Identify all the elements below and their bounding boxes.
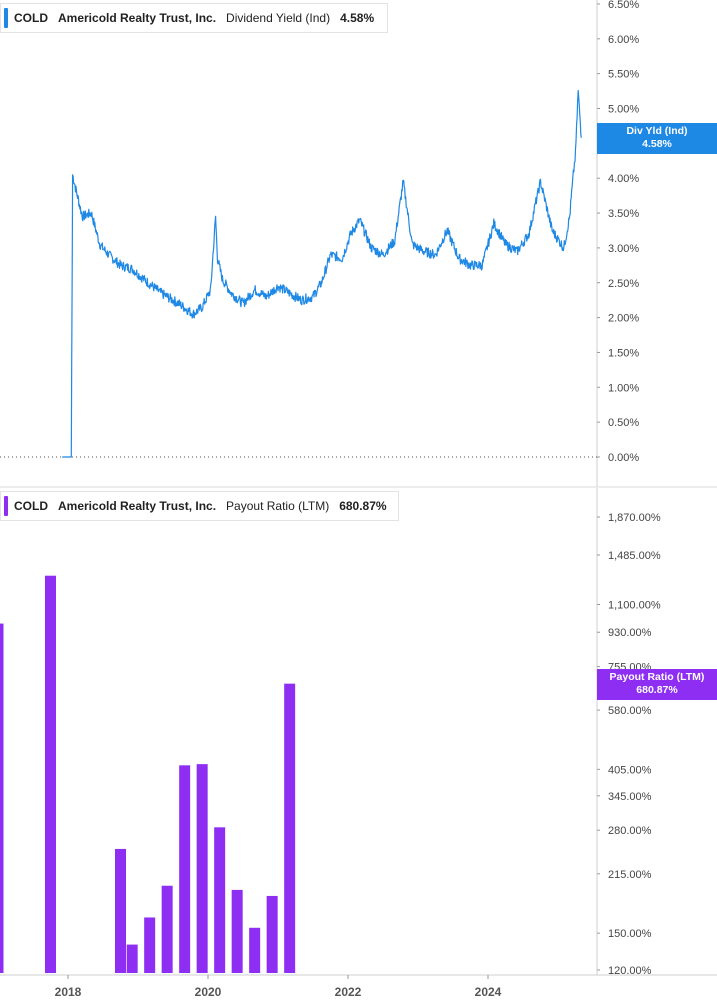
payout-ratio-bar <box>214 827 226 973</box>
y-tick-label: 150.00% <box>608 928 652 940</box>
payout-ratio-bar <box>196 764 208 973</box>
dividend-yield-panel: 0.00% 0.50% 1.00% 1.50% 2.00% 2.50% 3.00% 3.50%… <box>0 0 717 488</box>
top-legend: COLD Americold Realty Trust, Inc. Divide… <box>0 3 388 33</box>
legend-ticker: COLD <box>14 11 48 25</box>
y-tick-label: 2.50% <box>608 278 639 290</box>
payout-ratio-bar <box>284 683 296 973</box>
payout-ratio-bar <box>126 944 138 973</box>
series-color-swatch <box>4 8 8 28</box>
legend-company: Americold Realty Trust, Inc. <box>58 11 217 25</box>
y-tick-label: 1.00% <box>608 382 639 394</box>
bottom-value-badge: Payout Ratio (LTM) 680.87% <box>597 669 717 700</box>
y-tick-label: 5.50% <box>608 69 639 81</box>
badge-label: Payout Ratio (LTM) <box>609 671 705 683</box>
payout-ratio-bar <box>0 623 4 973</box>
payout-ratio-panel: 120.00% 150.00% 215.00% 280.00% 345.00% 405.0… <box>0 488 661 977</box>
y-tick-label: 6.00% <box>608 34 639 46</box>
y-tick-label: 1,485.00% <box>608 550 661 562</box>
payout-ratio-bar <box>45 575 56 973</box>
y-tick-label: 1,870.00% <box>608 512 661 524</box>
legend-metric: Dividend Yield (Ind) <box>226 11 331 25</box>
legend-ticker: COLD <box>14 499 48 513</box>
payout-ratio-bar <box>266 895 278 973</box>
y-tick-label: 1.50% <box>608 347 639 359</box>
badge-value: 4.58% <box>642 138 672 150</box>
y-tick-label: 0.50% <box>608 417 639 429</box>
series-color-swatch <box>4 496 8 516</box>
y-tick-label: 405.00% <box>608 764 652 776</box>
payout-ratio-bar <box>249 927 261 973</box>
y-tick-label: 120.00% <box>608 965 652 977</box>
badge-value: 680.87% <box>636 684 678 696</box>
y-tick-label: 215.00% <box>608 869 652 881</box>
y-tick-label: 6.50% <box>608 0 639 11</box>
x-axis: 2018 2020 2022 2024 <box>0 974 717 999</box>
y-tick-label: 580.00% <box>608 705 652 717</box>
x-tick-label: 2020 <box>195 985 222 999</box>
y-tick-label: 5.00% <box>608 104 639 116</box>
y-tick-label: 1,100.00% <box>608 600 661 612</box>
legend-company: Americold Realty Trust, Inc. <box>58 499 217 513</box>
x-tick-label: 2018 <box>55 985 82 999</box>
y-tick-label: 4.00% <box>608 173 639 185</box>
payout-ratio-bar <box>161 885 173 973</box>
legend-metric: Payout Ratio (LTM) <box>226 499 330 513</box>
payout-ratio-bar <box>179 765 191 973</box>
y-tick-label: 2.00% <box>608 313 639 325</box>
legend-value: 680.87% <box>339 499 387 513</box>
dividend-yield-line <box>62 89 582 458</box>
y-tick-label: 280.00% <box>608 825 652 837</box>
payout-ratio-bar <box>115 848 126 973</box>
badge-label: Div Yld (Ind) <box>626 125 688 137</box>
y-tick-label: 345.00% <box>608 791 652 803</box>
y-tick-label: 3.00% <box>608 243 639 255</box>
y-tick-label: 3.50% <box>608 208 639 220</box>
x-tick-label: 2022 <box>335 985 362 999</box>
y-tick-label: 930.00% <box>608 627 652 639</box>
y-tick-label: 0.00% <box>608 452 639 464</box>
payout-ratio-bar <box>144 917 156 973</box>
legend-value: 4.58% <box>340 11 375 25</box>
top-value-badge: Div Yld (Ind) 4.58% <box>597 123 717 154</box>
bottom-legend: COLD Americold Realty Trust, Inc. Payout… <box>0 491 399 521</box>
payout-ratio-bar <box>231 889 243 973</box>
x-tick-label: 2024 <box>475 985 502 999</box>
